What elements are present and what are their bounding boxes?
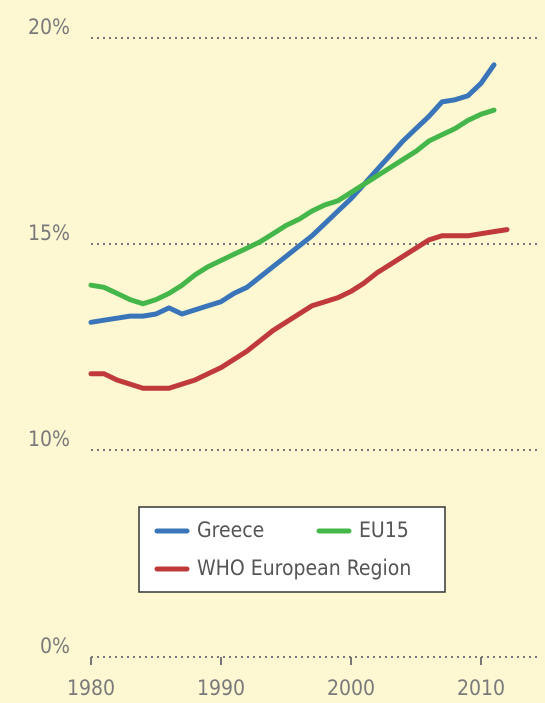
y-tick-label: 10% [28, 427, 70, 451]
y-tick-label: 15% [28, 221, 70, 245]
y-tick-label: 20% [28, 15, 70, 39]
legend: Greece EU15 WHO European Region [138, 506, 446, 593]
legend-label: WHO European Region [197, 556, 411, 580]
series-line [88, 107, 497, 307]
series-line [88, 62, 497, 325]
legend-box [138, 506, 446, 593]
x-tick-label: 1980 [67, 676, 115, 700]
x-tick-label: 2010 [457, 676, 505, 700]
y-tick-label: 0% [40, 634, 70, 658]
legend-label: Greece [197, 518, 264, 542]
series-line [88, 227, 510, 391]
x-tick-label: 1990 [197, 676, 245, 700]
legend-label: EU15 [359, 518, 409, 542]
x-tick-label: 2000 [327, 676, 375, 700]
